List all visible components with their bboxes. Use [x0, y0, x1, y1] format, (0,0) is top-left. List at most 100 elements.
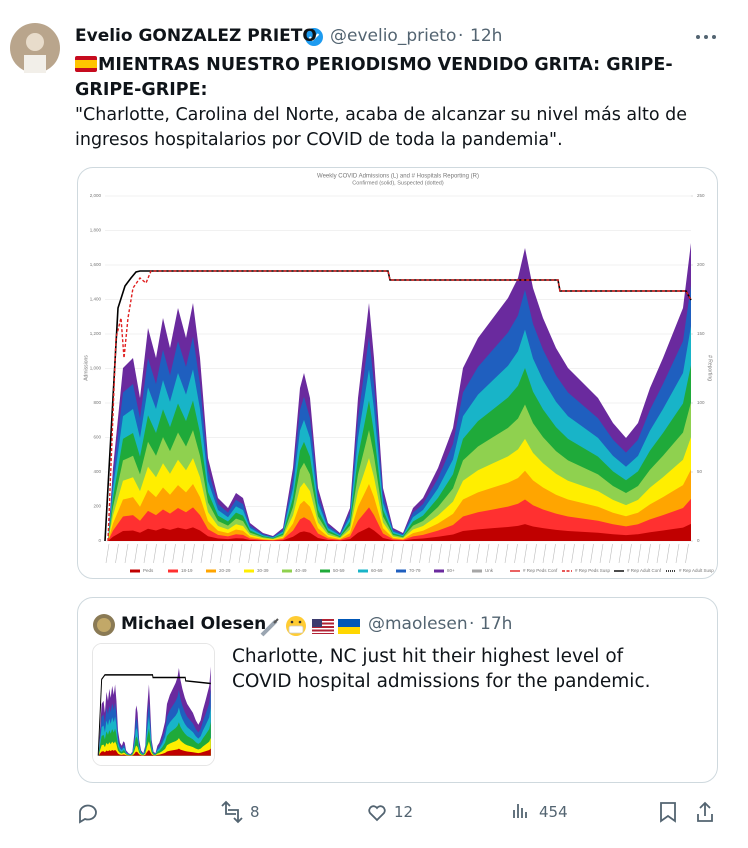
legend-label: 80+ [447, 568, 455, 573]
like-count[interactable]: 12 [394, 803, 414, 821]
legend-label: # Rep Peds Susp [575, 568, 611, 573]
x-tick [286, 543, 290, 564]
quoted-text: Charlotte, NC just hit their highest lev… [232, 646, 651, 692]
legend-label: Unk [485, 568, 494, 573]
x-tick [419, 543, 423, 564]
x-tick [143, 543, 148, 564]
x-tick [476, 543, 480, 564]
x-tick [162, 543, 167, 564]
x-tick [666, 543, 670, 564]
y-tick-label: 1,400 [90, 297, 102, 302]
retweet-icon[interactable] [221, 800, 243, 824]
legend-label: 70-79 [409, 568, 421, 573]
x-tick [219, 543, 224, 564]
x-tick [172, 543, 176, 564]
quoted-tweet[interactable] [77, 597, 718, 783]
separator: · [469, 614, 475, 634]
x-tick [257, 543, 262, 564]
separator: · [458, 26, 464, 46]
legend-label: # Rep Adult Conf [627, 568, 662, 573]
x-tick [343, 543, 347, 564]
x-tick [656, 543, 661, 564]
x-tick [685, 543, 689, 564]
y-tick-label: 1,600 [90, 262, 102, 267]
quoted-handle[interactable]: @maolesen [368, 614, 468, 634]
x-tick [514, 543, 518, 564]
x-tick [390, 543, 395, 564]
x-tick [124, 543, 129, 564]
x-tick [105, 543, 110, 564]
x-tick [438, 543, 442, 564]
legend-label: 18-19 [181, 568, 193, 573]
legend-label: 60-69 [371, 568, 383, 573]
bookmark-icon[interactable] [660, 802, 676, 823]
reply-icon[interactable] [79, 804, 97, 824]
x-tick [428, 543, 433, 564]
x-tick [533, 543, 537, 564]
x-tick [457, 543, 461, 564]
x-tick [210, 543, 214, 564]
x-tick [504, 543, 509, 564]
y-tick-label: 1,000 [90, 366, 102, 371]
x-tick [571, 543, 575, 564]
flag-es [75, 56, 97, 72]
legend-label: Peds [143, 568, 154, 573]
author-handle[interactable]: @evelio_prieto [330, 26, 457, 46]
x-tick [191, 543, 195, 564]
x-tick [590, 543, 594, 564]
x-tick [115, 543, 119, 564]
x-tick [561, 543, 566, 564]
quoted-name[interactable]: Michael Olesen [121, 614, 267, 634]
quoted-time[interactable]: 17h [480, 614, 513, 634]
view-count[interactable]: 454 [539, 803, 568, 821]
y-axis-label: Admissions [83, 355, 89, 381]
y2-tick-label: 250 [697, 193, 705, 198]
x-tick [495, 543, 499, 564]
chart-subtitle: Confirmed (solid), Suspected (dotted) [352, 180, 444, 186]
chart-image: Weekly COVID Admissions (L) and # Hospit… [83, 174, 714, 574]
x-tick [409, 543, 414, 564]
chart-title: Weekly COVID Admissions (L) and # Hospit… [317, 174, 479, 180]
legend-label: 40-49 [295, 568, 307, 573]
x-tick [314, 543, 319, 564]
x-tick [637, 543, 642, 564]
x-tick [333, 543, 338, 564]
y-tick-label: 0 [98, 538, 101, 543]
legend-swatch [168, 569, 178, 573]
x-tick [580, 543, 585, 564]
author-name[interactable]: Evelio GONZALEZ PRIETO [75, 26, 317, 46]
retweet-count[interactable]: 8 [250, 803, 260, 821]
reporting-line [107, 270, 692, 542]
x-tick [400, 543, 404, 564]
legend-swatch [358, 569, 368, 573]
x-tick [447, 543, 452, 564]
emoji [260, 616, 360, 637]
x-tick [324, 543, 328, 564]
y2-tick-label: 200 [697, 262, 705, 267]
x-tick [599, 543, 604, 564]
views-icon[interactable] [513, 804, 527, 818]
legend-label: 50-59 [333, 568, 345, 573]
quoted-thumbnail[interactable] [92, 643, 215, 766]
y-tick-label: 600 [93, 435, 101, 440]
legend-swatch [434, 569, 444, 573]
like-icon[interactable] [368, 805, 386, 822]
x-tick [381, 543, 385, 564]
share-icon[interactable] [697, 801, 713, 822]
x-tick [647, 543, 651, 564]
legend-swatch [206, 569, 216, 573]
legend-label: 20-29 [219, 568, 231, 573]
legend-label: # Rep Adult Susp [679, 568, 714, 573]
x-tick [276, 543, 281, 564]
x-tick [248, 543, 252, 564]
legend-swatch [244, 569, 254, 573]
x-tick [134, 543, 138, 564]
x-tick [238, 543, 243, 564]
tweet-body: "Charlotte, Carolina del Norte, acaba de… [75, 105, 687, 150]
x-tick [675, 543, 680, 564]
legend-swatch [320, 569, 330, 573]
timestamp[interactable]: 12h [470, 26, 503, 46]
x-tick [200, 543, 205, 564]
x-tick [267, 543, 271, 564]
media[interactable]: Weekly COVID Admissions (L) and # Hospit… [77, 167, 718, 579]
